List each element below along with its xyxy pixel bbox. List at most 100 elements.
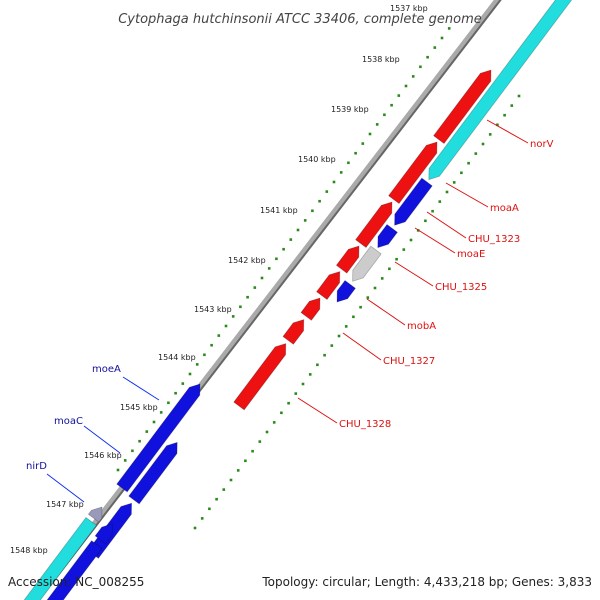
gene-chu-1327 bbox=[282, 319, 305, 345]
tick-dot-outer bbox=[440, 36, 444, 40]
tick-dot-outer bbox=[246, 295, 249, 299]
gene-rev-hyp bbox=[352, 245, 382, 282]
tick-dot-outer bbox=[131, 449, 134, 453]
tick-dot-outer bbox=[181, 382, 185, 385]
tick-dot-outer bbox=[239, 305, 242, 309]
gene-label-nird: nirD bbox=[26, 461, 47, 472]
gene-rev-moaA bbox=[394, 177, 433, 226]
gene-left-cyan bbox=[23, 516, 97, 600]
gene-nirD bbox=[94, 523, 113, 545]
tick-dot-outer bbox=[159, 411, 163, 414]
leader-line bbox=[486, 119, 529, 144]
scale-label: 1548 kbp bbox=[10, 546, 48, 555]
gene-features bbox=[23, 0, 573, 600]
leader-line bbox=[297, 397, 338, 424]
tick-dot-outer bbox=[253, 286, 257, 289]
gene-label-norv: norV bbox=[530, 139, 554, 150]
tick-dot-inner bbox=[488, 133, 492, 136]
tick-dot-outer bbox=[419, 65, 422, 69]
tick-dot-outer bbox=[447, 27, 451, 30]
tick-dot-inner bbox=[474, 152, 478, 155]
tick-dot-inner bbox=[337, 334, 341, 338]
leader-line bbox=[414, 227, 456, 254]
gene-label-moac: moaC bbox=[54, 416, 83, 427]
scale-labels: 1537 kbp 1538 kbp 1539 kbp 1540 kbp 1541 kbp… bbox=[10, 4, 428, 555]
tick-dot-outer bbox=[123, 459, 127, 462]
tick-dot-outer bbox=[203, 353, 206, 357]
scale-label: 1542 kbp bbox=[228, 256, 266, 265]
tick-dot-inner bbox=[517, 94, 521, 98]
gene-moaA bbox=[355, 201, 393, 249]
tick-dot-outer bbox=[411, 75, 415, 78]
tick-dot-inner bbox=[481, 142, 485, 146]
tick-dot-outer bbox=[289, 238, 293, 241]
leader-line bbox=[394, 261, 434, 287]
tick-dot-inner bbox=[352, 315, 355, 319]
tick-dot-inner bbox=[208, 507, 211, 511]
tick-dot-outer bbox=[390, 103, 393, 107]
gene-rev-norV bbox=[428, 0, 573, 181]
tick-dot-inner bbox=[373, 286, 377, 290]
gene-upstream-fwd bbox=[433, 69, 492, 145]
tick-dot-inner bbox=[452, 181, 456, 184]
tick-dot-outer bbox=[195, 363, 199, 366]
scale-label: 1539 kbp bbox=[331, 105, 369, 114]
scale-label: 1547 kbp bbox=[46, 500, 84, 509]
tick-dot-inner bbox=[280, 411, 283, 415]
gene-label-moea: moeA bbox=[92, 364, 121, 375]
tick-dot-inner bbox=[236, 469, 240, 472]
tick-dot-inner bbox=[215, 497, 218, 501]
tick-dot-outer bbox=[296, 228, 300, 232]
tick-dot-outer bbox=[174, 391, 177, 395]
tick-dot-outer bbox=[303, 219, 307, 222]
tick-dot-inner bbox=[200, 517, 204, 520]
tick-dot-outer bbox=[325, 190, 329, 193]
backbone-line bbox=[32, 0, 501, 600]
tick-dot-outer bbox=[318, 199, 321, 203]
tick-dot-inner bbox=[265, 430, 269, 434]
tick-dot-inner bbox=[402, 248, 406, 251]
leader-line bbox=[83, 425, 121, 454]
tick-dot-inner bbox=[244, 459, 247, 463]
tick-dot-inner bbox=[258, 440, 262, 443]
tick-dot-outer bbox=[347, 161, 350, 165]
tick-dot-inner bbox=[294, 392, 298, 395]
leader-line bbox=[445, 182, 489, 208]
gene-left-blue bbox=[46, 540, 103, 600]
scale-label: 1538 kbp bbox=[362, 55, 400, 64]
gene-label-chu-1325: CHU_1325 bbox=[435, 282, 487, 293]
tick-dot-inner bbox=[301, 382, 305, 386]
tick-dot-inner bbox=[308, 373, 312, 376]
tick-dot-outer bbox=[188, 372, 192, 376]
tick-dot-outer bbox=[282, 247, 285, 251]
tick-dot-outer bbox=[375, 123, 379, 126]
tick-dot-inner bbox=[431, 209, 434, 213]
tick-dot-outer bbox=[361, 142, 365, 145]
gene-label-chu-1327: CHU_1327 bbox=[383, 356, 435, 367]
gene-mobA bbox=[300, 297, 321, 321]
tick-dot-outer bbox=[368, 132, 372, 136]
tick-dot-outer bbox=[267, 267, 271, 270]
leader-line bbox=[46, 473, 85, 503]
tick-dot-outer bbox=[167, 401, 170, 405]
tick-dot-inner bbox=[344, 325, 348, 328]
tick-dot-outer bbox=[311, 209, 314, 213]
tick-dot-inner bbox=[380, 277, 384, 280]
gene-moaC-a bbox=[128, 441, 178, 505]
gene-label-moae: moaE bbox=[457, 249, 485, 260]
tick-dot-outer bbox=[397, 94, 401, 97]
tick-dot-outer bbox=[152, 420, 156, 424]
tick-dot-inner bbox=[409, 238, 413, 242]
scale-label: 1541 kbp bbox=[260, 206, 298, 215]
tick-dot-inner bbox=[251, 449, 254, 453]
scale-label: 1545 kbp bbox=[120, 403, 158, 412]
gene-labels: norV moaA CHU_1323 moaE CHU_1325 mobA CHU_1327… bbox=[26, 139, 554, 472]
tick-dot-inner bbox=[467, 161, 470, 165]
backbone-shadow bbox=[37, 0, 502, 600]
tick-dot-inner bbox=[424, 219, 427, 223]
tick-dot-outer bbox=[145, 430, 149, 433]
tick-dot-inner bbox=[510, 104, 514, 107]
tick-dot-inner bbox=[503, 113, 506, 117]
gene-chu-1325 bbox=[316, 271, 341, 301]
tick-dot-inner bbox=[229, 478, 233, 482]
